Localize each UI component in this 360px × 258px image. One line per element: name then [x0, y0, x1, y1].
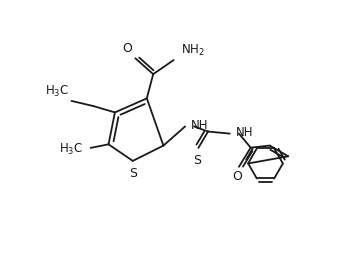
- Text: H$_3$C: H$_3$C: [59, 142, 83, 157]
- Text: NH: NH: [235, 126, 253, 139]
- Text: O: O: [233, 170, 243, 183]
- Text: O: O: [122, 42, 132, 55]
- Text: S: S: [129, 166, 137, 180]
- Text: NH: NH: [191, 119, 208, 132]
- Text: S: S: [194, 154, 202, 166]
- Text: H$_3$C: H$_3$C: [45, 84, 69, 99]
- Text: NH$_2$: NH$_2$: [181, 42, 205, 58]
